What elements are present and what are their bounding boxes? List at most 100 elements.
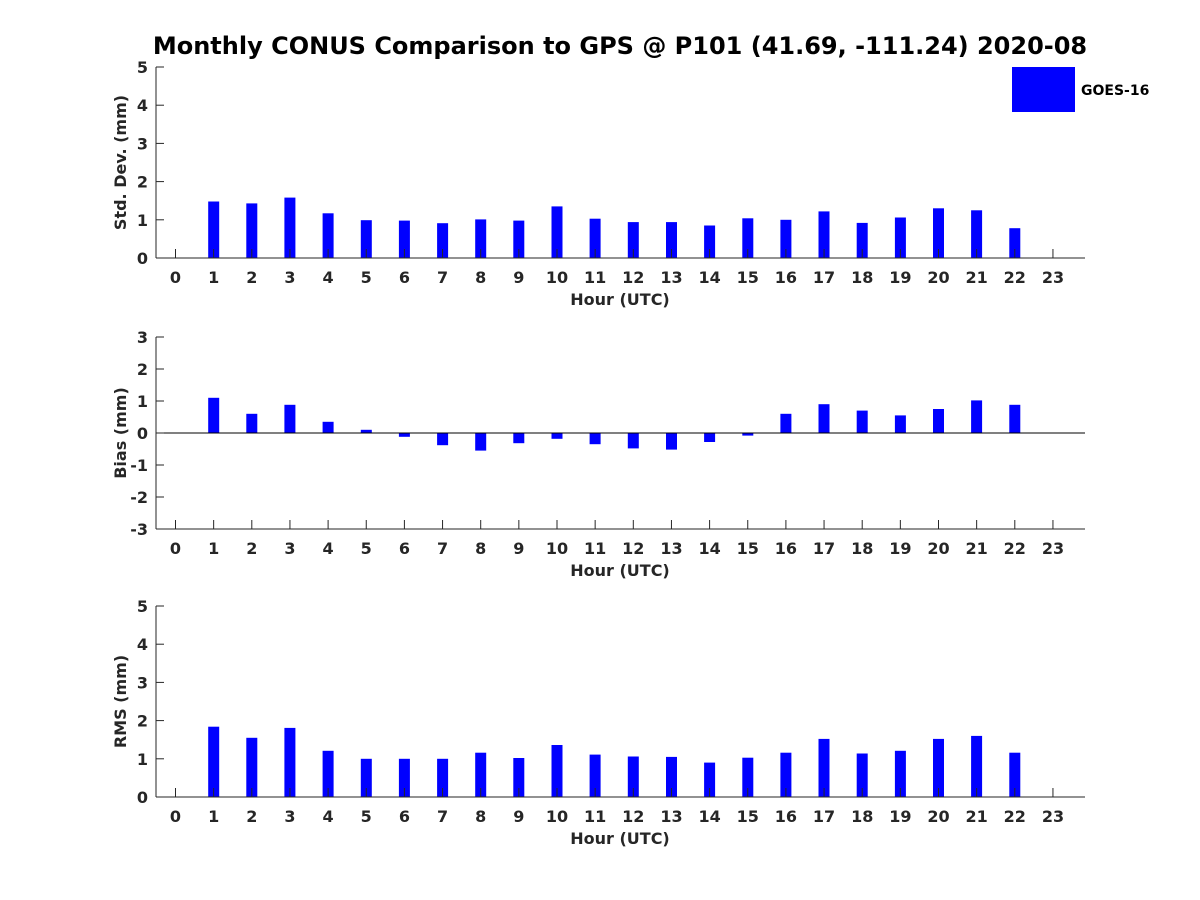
- bias-x-tick-label: 18: [851, 539, 873, 558]
- bias-bar-hour-22: [1009, 404, 1021, 433]
- stddev-x-tick-label: 9: [513, 268, 524, 287]
- rms-x-tick-label: 9: [513, 807, 524, 826]
- rms-x-tick-label: 23: [1042, 807, 1064, 826]
- stddev-y-tick-label: 2: [137, 173, 148, 192]
- stddev-x-tick-label: 1: [208, 268, 219, 287]
- rms-bar-hour-10: [551, 745, 563, 797]
- bias-bar-hour-2: [246, 413, 258, 433]
- rms-y-axis-label: RMS (mm): [111, 655, 130, 748]
- bias-x-tick-label: 14: [698, 539, 720, 558]
- rms-bar-hour-19: [894, 750, 906, 797]
- rms-bar-hour-18: [856, 753, 868, 797]
- stddev-x-tick-label: 8: [475, 268, 486, 287]
- rms-y-tick-label: 1: [137, 750, 148, 769]
- bias-y-tick-label: 2: [137, 360, 148, 379]
- bias-bar-hour-12: [627, 433, 639, 449]
- bias-bar-hour-18: [856, 410, 868, 433]
- stddev-x-tick-label: 20: [927, 268, 949, 287]
- bias-x-tick-label: 1: [208, 539, 219, 558]
- rms-x-axis-label: Hour (UTC): [570, 829, 670, 848]
- bias-x-tick-label: 0: [170, 539, 181, 558]
- stddev-x-tick-label: 14: [698, 268, 720, 287]
- rms-y-tick-label: 0: [137, 788, 148, 807]
- rms-bar-hour-21: [971, 735, 983, 797]
- rms-x-tick-label: 21: [966, 807, 988, 826]
- stddev-x-tick-label: 10: [546, 268, 568, 287]
- bias-y-axis-label: Bias (mm): [111, 387, 130, 479]
- stddev-bar-hour-2: [246, 203, 258, 258]
- stddev-y-tick-label: 1: [137, 211, 148, 230]
- rms-bar-hour-7: [437, 758, 449, 797]
- stddev-x-tick-label: 15: [737, 268, 759, 287]
- rms-bar-hour-22: [1009, 752, 1021, 797]
- bias-bar-hour-10: [551, 433, 563, 439]
- rms-bar-hour-4: [322, 750, 334, 797]
- bias-bar-hour-21: [971, 400, 983, 433]
- bias-y-tick-label: 3: [137, 328, 148, 347]
- stddev-bar-hour-3: [284, 197, 296, 258]
- stddev-bar-hour-4: [322, 213, 334, 258]
- rms-x-tick-label: 12: [622, 807, 644, 826]
- rms-y-tick-label: 5: [137, 597, 148, 616]
- stddev-bar-hour-18: [856, 222, 868, 258]
- stddev-y-axis-label: Std. Dev. (mm): [111, 95, 130, 230]
- bias-x-tick-label: 21: [966, 539, 988, 558]
- bias-y-tick-label: 0: [137, 424, 148, 443]
- stddev-bar-hour-19: [894, 217, 906, 258]
- bias-bar-hour-7: [437, 433, 449, 446]
- bias-x-tick-label: 4: [323, 539, 334, 558]
- stddev-bar-hour-17: [818, 211, 830, 258]
- stddev-bar-hour-9: [513, 220, 525, 258]
- bias-x-tick-label: 23: [1042, 539, 1064, 558]
- bias-y-tick-label: -1: [130, 456, 148, 475]
- rms-y-tick-label: 4: [137, 635, 148, 654]
- stddev-x-tick-label: 2: [246, 268, 257, 287]
- rms-x-tick-label: 19: [889, 807, 911, 826]
- stddev-x-tick-label: 16: [775, 268, 797, 287]
- legend-swatch: [1012, 67, 1075, 112]
- bias-bar-hour-14: [704, 433, 716, 442]
- stddev-x-tick-label: 3: [284, 268, 295, 287]
- rms-x-tick-label: 5: [361, 807, 372, 826]
- rms-x-tick-label: 8: [475, 807, 486, 826]
- stddev-bar-hour-12: [627, 222, 639, 258]
- stddev-x-tick-label: 18: [851, 268, 873, 287]
- rms-x-tick-label: 2: [246, 807, 257, 826]
- stddev-bar-hour-13: [666, 222, 677, 258]
- rms-bar-hour-5: [360, 758, 372, 797]
- stddev-bar-hour-20: [933, 208, 944, 258]
- rms-bar-hour-17: [818, 738, 830, 797]
- bias-bar-hour-19: [894, 415, 906, 433]
- bias-x-tick-label: 17: [813, 539, 835, 558]
- rms-bar-hour-6: [398, 758, 410, 797]
- bias-x-tick-label: 2: [246, 539, 257, 558]
- stddev-bar-hour-1: [208, 201, 220, 258]
- bias-bar-hour-5: [360, 429, 372, 433]
- stddev-x-tick-label: 0: [170, 268, 181, 287]
- rms-bar-hour-13: [666, 756, 677, 797]
- rms-bar-hour-20: [933, 738, 944, 797]
- stddev-x-tick-label: 22: [1004, 268, 1026, 287]
- bias-y-tick-label: -3: [130, 520, 148, 539]
- rms-bar-hour-11: [589, 754, 601, 797]
- stddev-x-tick-label: 13: [660, 268, 682, 287]
- stddev-x-tick-label: 7: [437, 268, 448, 287]
- rms-x-tick-label: 3: [284, 807, 295, 826]
- bias-x-tick-label: 9: [513, 539, 524, 558]
- rms-x-tick-label: 11: [584, 807, 606, 826]
- rms-x-tick-label: 16: [775, 807, 797, 826]
- stddev-x-tick-label: 19: [889, 268, 911, 287]
- stddev-bar-hour-14: [704, 225, 716, 258]
- bias-x-tick-label: 5: [361, 539, 372, 558]
- bias-x-tick-label: 13: [660, 539, 682, 558]
- rms-x-tick-label: 17: [813, 807, 835, 826]
- stddev-bar-hour-21: [971, 210, 983, 259]
- stddev-x-tick-label: 12: [622, 268, 644, 287]
- bias-bar-hour-15: [742, 433, 754, 436]
- bias-x-tick-label: 19: [889, 539, 911, 558]
- stddev-bar-hour-5: [360, 220, 372, 258]
- bias-x-tick-label: 16: [775, 539, 797, 558]
